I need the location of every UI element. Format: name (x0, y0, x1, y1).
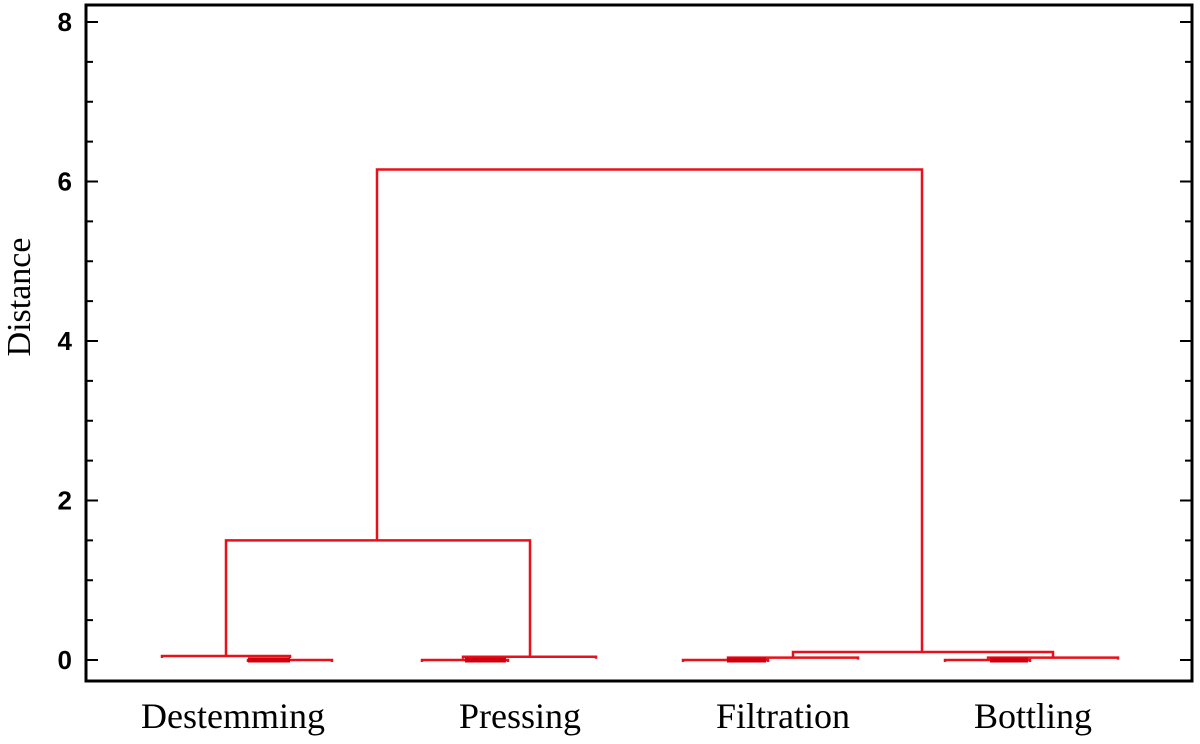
leaf-merge-link (160, 654, 292, 659)
y-axis-ticks (86, 21, 1192, 661)
y-tick-label: 6 (58, 167, 72, 197)
x-tick-label: Bottling (974, 696, 1092, 736)
plot-frame (84, 3, 1194, 683)
leaf-merge-link (943, 658, 1032, 662)
x-tick-label: Destemming (141, 696, 325, 736)
x-tick-label: Pressing (459, 696, 581, 736)
leaf-merge-link (681, 658, 770, 662)
y-axis-tick-labels: 0 2 4 6 8 (58, 7, 73, 675)
y-tick-label: 8 (58, 7, 72, 37)
y-axis-label: Distance (1, 238, 38, 357)
y-tick-label: 2 (58, 486, 72, 516)
x-axis-tick-labels: Destemming Pressing Filtration Bottling (141, 696, 1092, 736)
dendrogram-links (160, 168, 1120, 663)
y-tick-label: 4 (58, 326, 73, 356)
x-tick-label: Filtration (716, 696, 850, 736)
cluster-merge-top (375, 168, 924, 653)
cluster-merge-destemming-pressing (224, 539, 532, 657)
y-tick-label: 0 (58, 645, 72, 675)
